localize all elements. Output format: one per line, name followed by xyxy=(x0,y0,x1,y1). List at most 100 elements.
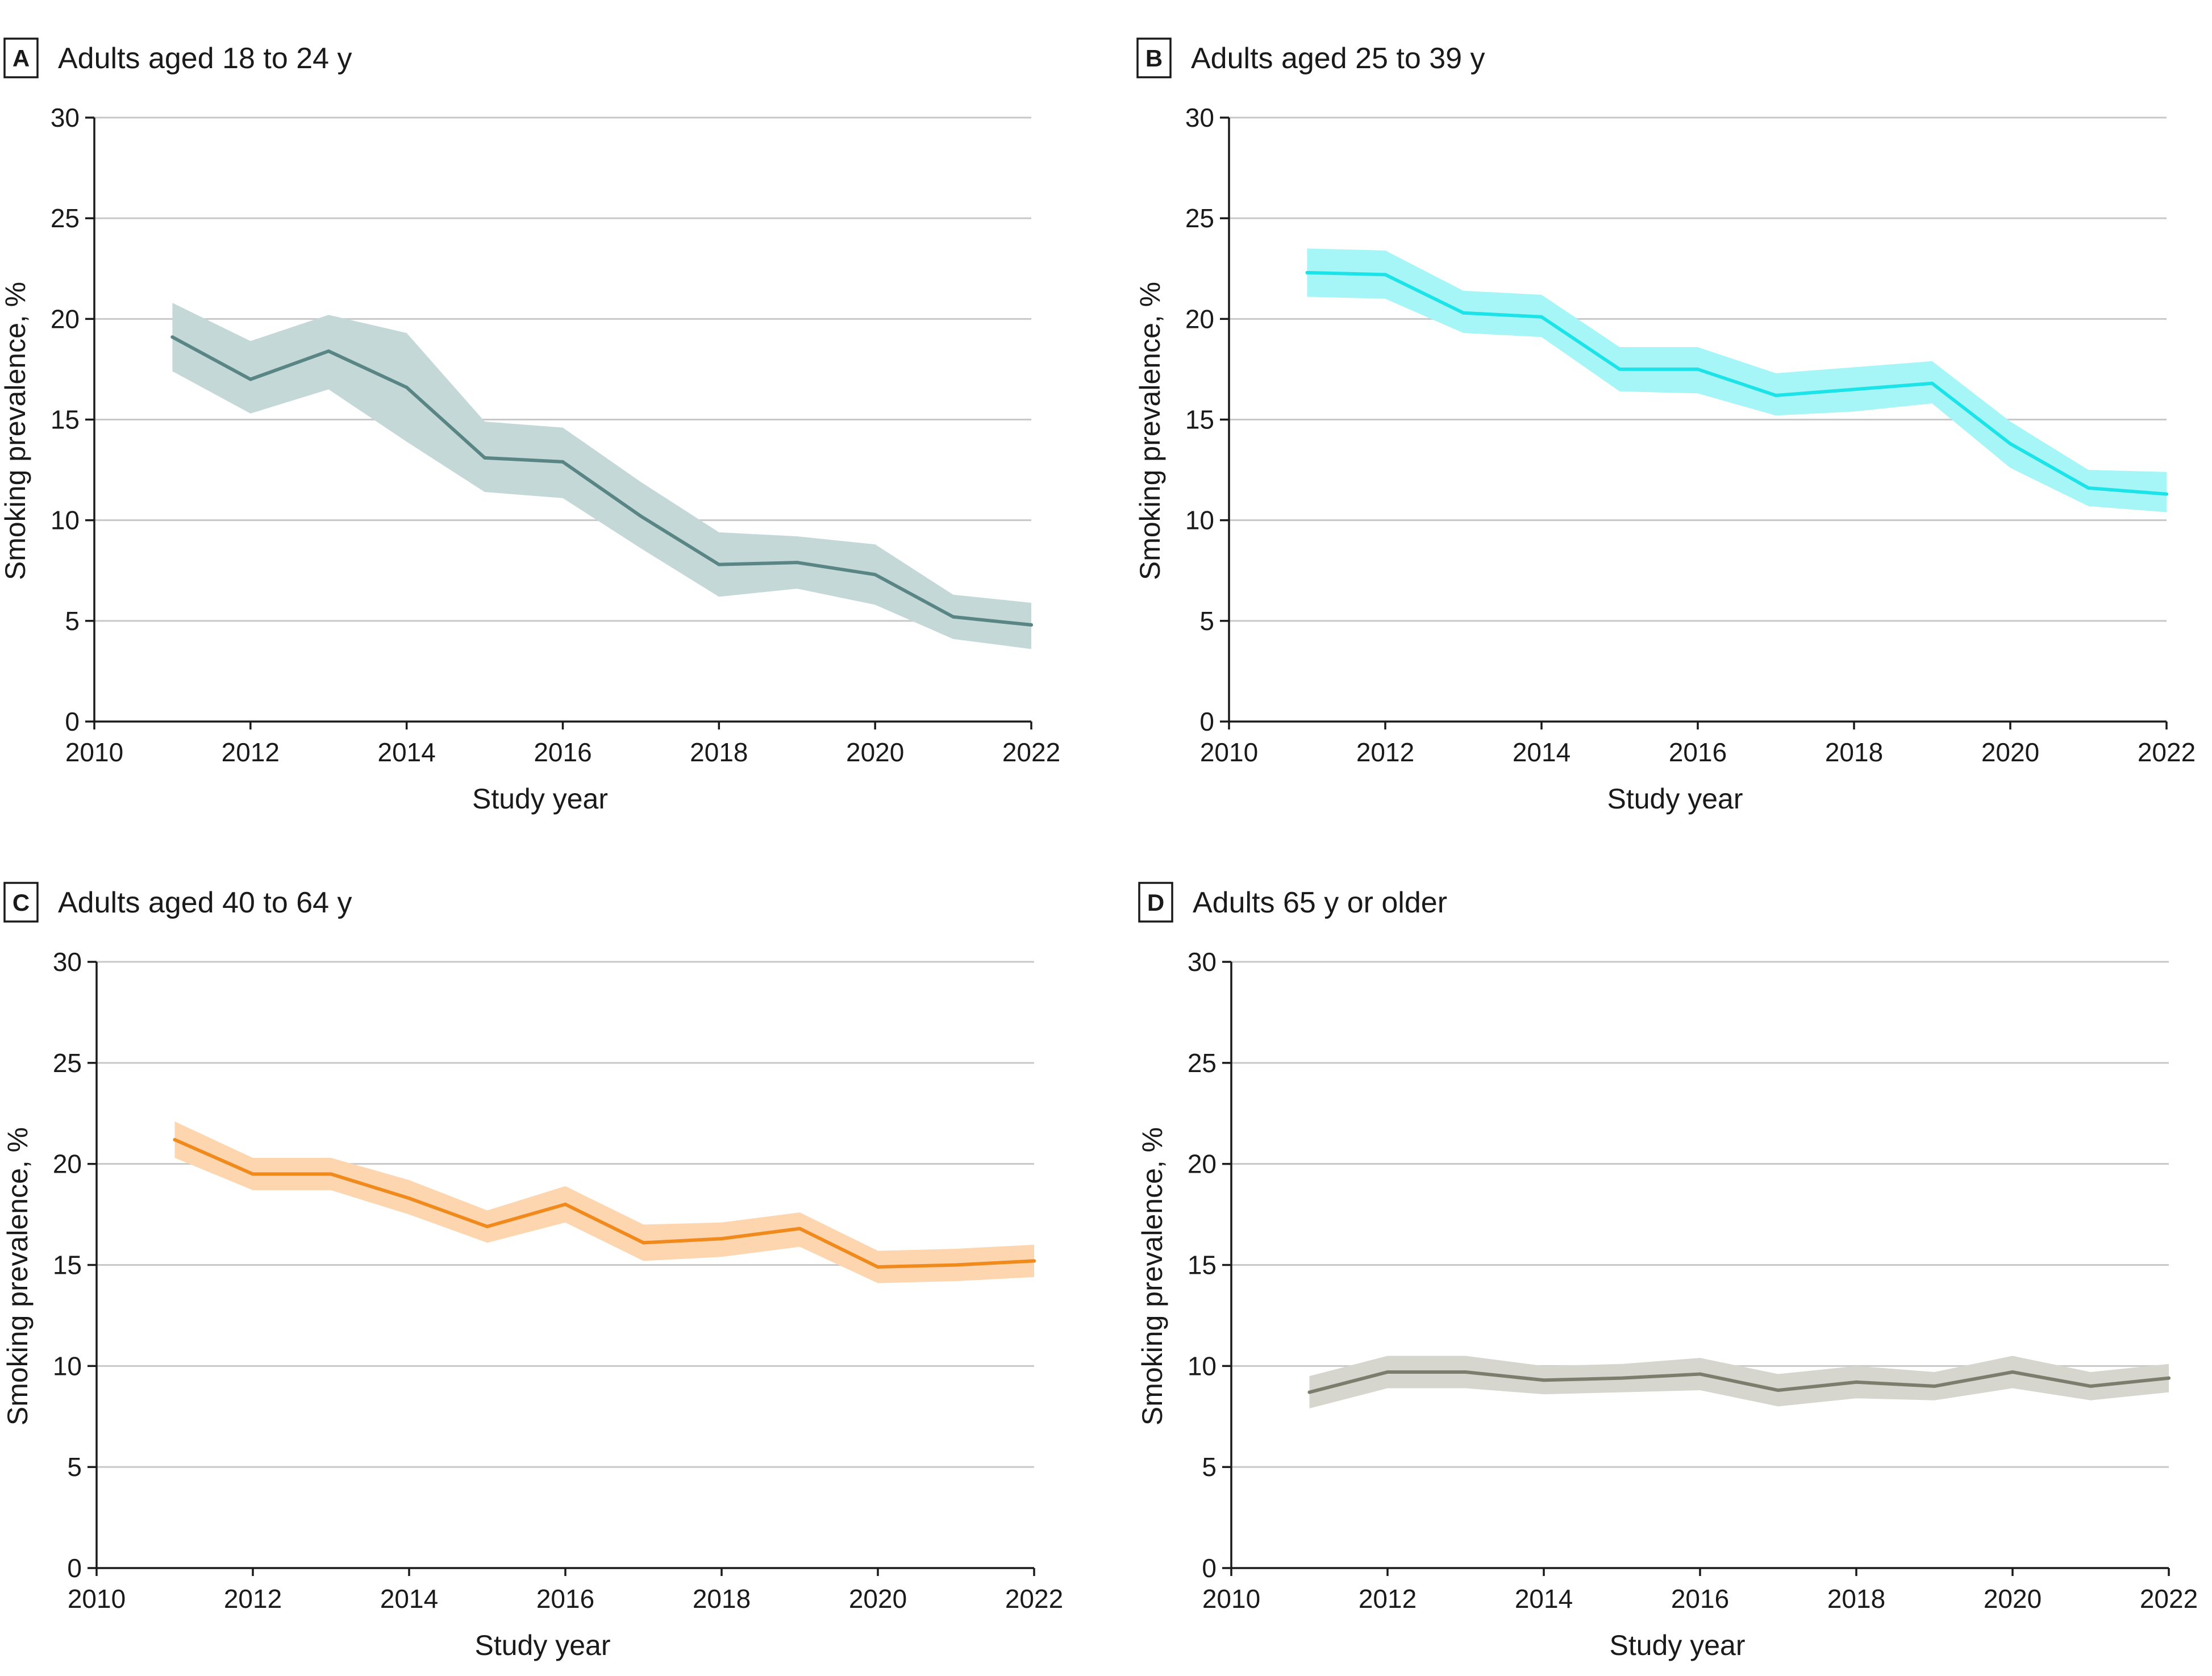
x-tick-label: 2016 xyxy=(1671,1584,1729,1614)
data-point xyxy=(954,1263,958,1267)
y-tick-label: 5 xyxy=(65,606,80,636)
data-point xyxy=(173,1137,177,1141)
confidence-band xyxy=(172,302,1032,649)
y-tick-label: 5 xyxy=(1202,1452,1217,1482)
data-point xyxy=(2011,1370,2014,1374)
y-tick-label: 25 xyxy=(53,1048,82,1078)
x-tick-label: 2014 xyxy=(1513,737,1571,767)
data-point xyxy=(1852,387,1856,391)
series-line xyxy=(1307,1370,2171,1394)
data-point xyxy=(1542,1378,1546,1382)
panel-a: A Adults aged 18 to 24 y 0 5 10 15 20 25 30 2010 2… xyxy=(0,37,1060,815)
y-axis-label: Smoking prevalence, % xyxy=(2,1127,34,1425)
x-tick-label: 2010 xyxy=(1200,737,1258,767)
data-point xyxy=(2086,486,2090,490)
y-tick-label: 20 xyxy=(53,1149,82,1179)
data-point xyxy=(1032,1259,1036,1263)
x-tick-label: 2020 xyxy=(849,1584,907,1614)
data-point xyxy=(1855,1380,1858,1384)
x-tick-label: 2016 xyxy=(534,737,591,767)
x-axis-label: Study year xyxy=(1609,1629,1745,1661)
data-point xyxy=(1540,315,1543,319)
data-point xyxy=(873,573,877,577)
x-tick-label: 2018 xyxy=(1827,1584,1885,1614)
y-axis-label: Smoking prevalence, % xyxy=(0,282,31,580)
data-point xyxy=(1696,367,1699,371)
confidence-band xyxy=(1307,248,2167,512)
data-point xyxy=(1776,1389,1780,1393)
data-point xyxy=(951,615,955,619)
panel-c: C Adults aged 40 to 64 y 0 5 10 15 20 25 30 2010 2… xyxy=(2,882,1063,1661)
y-axis-label: Smoking prevalence, % xyxy=(1136,1127,1168,1425)
data-point xyxy=(641,1241,645,1245)
data-point xyxy=(329,1172,333,1176)
data-point xyxy=(248,377,252,381)
data-point xyxy=(1461,311,1465,315)
data-point xyxy=(1030,623,1033,627)
x-tick-label: 2012 xyxy=(1356,737,1414,767)
y-tick-label: 20 xyxy=(1185,304,1214,333)
x-tick-label: 2016 xyxy=(536,1584,594,1614)
panel-letter-box xyxy=(1138,882,1173,923)
y-tick-label: 5 xyxy=(1199,606,1214,636)
x-tick-label: 2018 xyxy=(1825,737,1883,767)
data-point xyxy=(485,1224,489,1228)
data-point xyxy=(2089,1384,2093,1388)
data-point xyxy=(1464,1370,1468,1374)
series-line xyxy=(173,1137,1036,1269)
y-axis-label: Smoking prevalence, % xyxy=(1134,282,1166,580)
y-tick-label: 0 xyxy=(67,1553,82,1583)
data-point xyxy=(1932,1384,1936,1388)
data-point xyxy=(876,1265,880,1269)
x-tick-label: 2012 xyxy=(224,1584,282,1614)
panel-letter: D xyxy=(1147,889,1164,916)
x-tick-label: 2016 xyxy=(1669,737,1727,767)
data-point xyxy=(1618,367,1622,371)
y-tick-label: 10 xyxy=(1188,1351,1217,1381)
y-tick-label: 20 xyxy=(1188,1149,1217,1179)
x-axis-label: Study year xyxy=(474,1629,610,1661)
x-tick-label: 2020 xyxy=(846,737,904,767)
data-point xyxy=(795,561,799,565)
panel-b: B Adults aged 25 to 39 y 0 5 10 15 20 25 30 2010 2… xyxy=(1134,37,2196,815)
x-tick-label: 2020 xyxy=(1984,1584,2042,1614)
y-tick-label: 0 xyxy=(1199,707,1214,736)
x-tick-label: 2010 xyxy=(68,1584,126,1614)
data-point xyxy=(720,1237,723,1241)
panel-letter: B xyxy=(1145,45,1163,72)
x-tick-label: 2022 xyxy=(2138,737,2196,767)
data-point xyxy=(327,349,331,353)
x-tick-label: 2014 xyxy=(380,1584,438,1614)
data-point xyxy=(561,460,565,464)
y-tick-label: 25 xyxy=(1188,1048,1217,1078)
x-tick-label: 2018 xyxy=(693,1584,751,1614)
panel-title: Adults aged 40 to 64 y xyxy=(58,886,352,919)
panel-letter-box xyxy=(3,37,39,78)
y-tick-label: 10 xyxy=(1185,506,1214,535)
data-point xyxy=(1698,1372,1702,1376)
panel-letter: C xyxy=(13,889,30,916)
series-line xyxy=(1305,270,2168,496)
x-tick-label: 2022 xyxy=(1002,737,1060,767)
y-tick-label: 10 xyxy=(51,506,80,535)
y-tick-label: 25 xyxy=(1185,203,1214,233)
y-tick-label: 30 xyxy=(51,103,80,132)
data-point xyxy=(170,335,174,339)
x-tick-label: 2012 xyxy=(1359,1584,1417,1614)
x-tick-label: 2012 xyxy=(222,737,280,767)
data-point xyxy=(1305,270,1309,274)
panel-letter: A xyxy=(13,45,30,72)
data-point xyxy=(1307,1390,1311,1394)
y-tick-label: 25 xyxy=(51,203,80,233)
x-tick-label: 2010 xyxy=(1202,1584,1260,1614)
data-point xyxy=(798,1227,802,1231)
x-axis-label: Study year xyxy=(1607,783,1743,815)
y-tick-label: 5 xyxy=(67,1452,82,1482)
panel-letter-box xyxy=(1136,37,1172,78)
data-point xyxy=(2009,442,2012,446)
x-tick-label: 2022 xyxy=(1005,1584,1063,1614)
y-tick-label: 15 xyxy=(53,1250,82,1280)
x-tick-label: 2018 xyxy=(690,737,748,767)
data-point xyxy=(483,456,487,460)
